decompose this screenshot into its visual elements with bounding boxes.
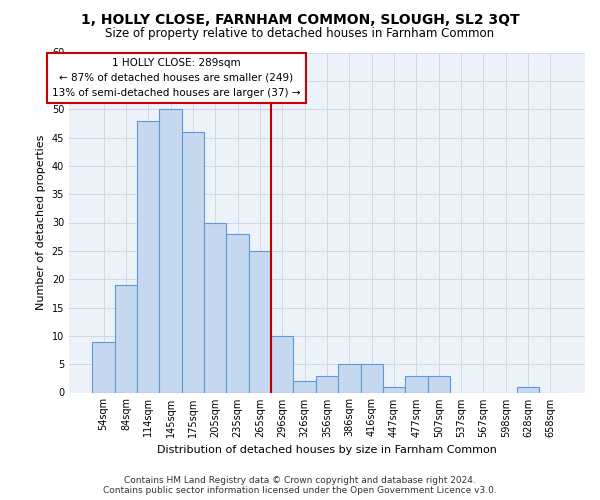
Bar (182, 132, 204, 392)
Text: Size of property relative to detached houses in Farnham Common: Size of property relative to detached ho… (106, 28, 494, 40)
Y-axis label: Number of detached properties: Number of detached properties (36, 135, 46, 310)
Bar (137, 120, 160, 392)
Bar (271, 336, 293, 392)
Bar (383, 387, 405, 392)
Bar (361, 364, 383, 392)
Bar (316, 376, 338, 392)
Bar (115, 285, 137, 393)
Bar (293, 381, 316, 392)
X-axis label: Distribution of detached houses by size in Farnham Common: Distribution of detached houses by size … (157, 445, 497, 455)
Bar (92, 342, 115, 392)
Bar (517, 387, 539, 392)
Bar (405, 376, 428, 392)
Bar (338, 364, 361, 392)
Bar (160, 109, 182, 393)
Text: 1, HOLLY CLOSE, FARNHAM COMMON, SLOUGH, SL2 3QT: 1, HOLLY CLOSE, FARNHAM COMMON, SLOUGH, … (80, 12, 520, 26)
Text: Contains HM Land Registry data © Crown copyright and database right 2024.
Contai: Contains HM Land Registry data © Crown c… (103, 476, 497, 495)
Text: 1 HOLLY CLOSE: 289sqm
← 87% of detached houses are smaller (249)
13% of semi-det: 1 HOLLY CLOSE: 289sqm ← 87% of detached … (52, 58, 301, 98)
Bar (249, 251, 271, 392)
Bar (428, 376, 450, 392)
Bar (204, 222, 226, 392)
Bar (226, 234, 249, 392)
